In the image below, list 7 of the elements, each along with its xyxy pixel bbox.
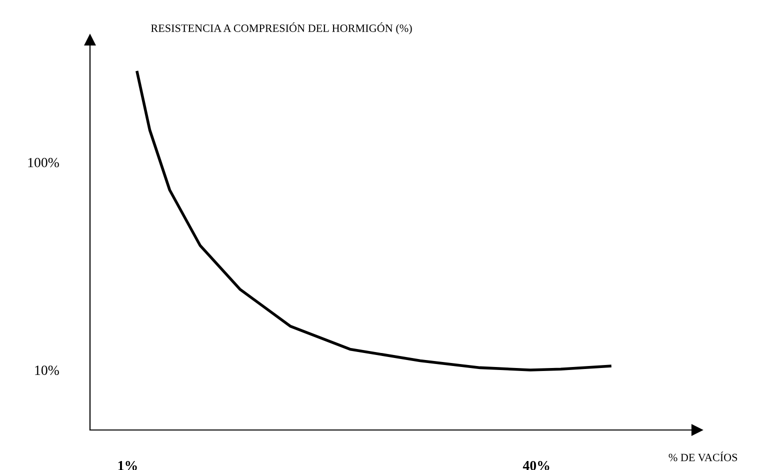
y-tick-label: 10% xyxy=(35,366,59,375)
x-tick-label: 40% xyxy=(522,460,550,470)
x-axis-title: % DE VACÍOS xyxy=(668,452,738,462)
x-tick-label: 1% xyxy=(118,460,137,470)
y-axis-title: RESISTENCIA A COMPRESIÓN DEL HORMIGÓN (%) xyxy=(151,22,412,34)
line-series xyxy=(136,70,612,372)
y-tick-label: 100% xyxy=(28,158,59,168)
